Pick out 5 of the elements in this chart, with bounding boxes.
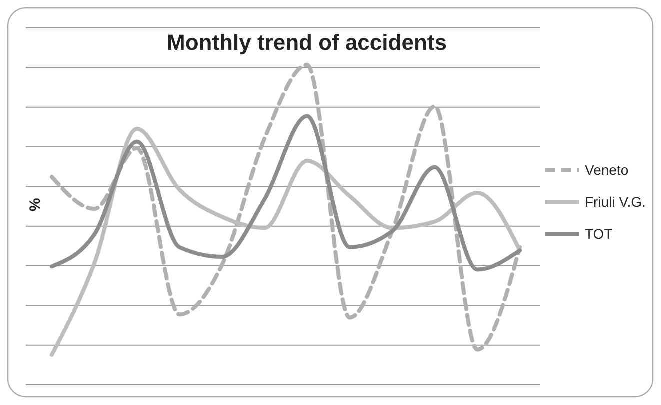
y-axis-title: % xyxy=(27,198,44,212)
legend-label: Friuli V.G. xyxy=(585,194,646,210)
legend-label: Veneto xyxy=(585,162,629,178)
legend-label: TOT xyxy=(585,226,614,242)
chart-title: Monthly trend of accidents xyxy=(167,30,447,55)
